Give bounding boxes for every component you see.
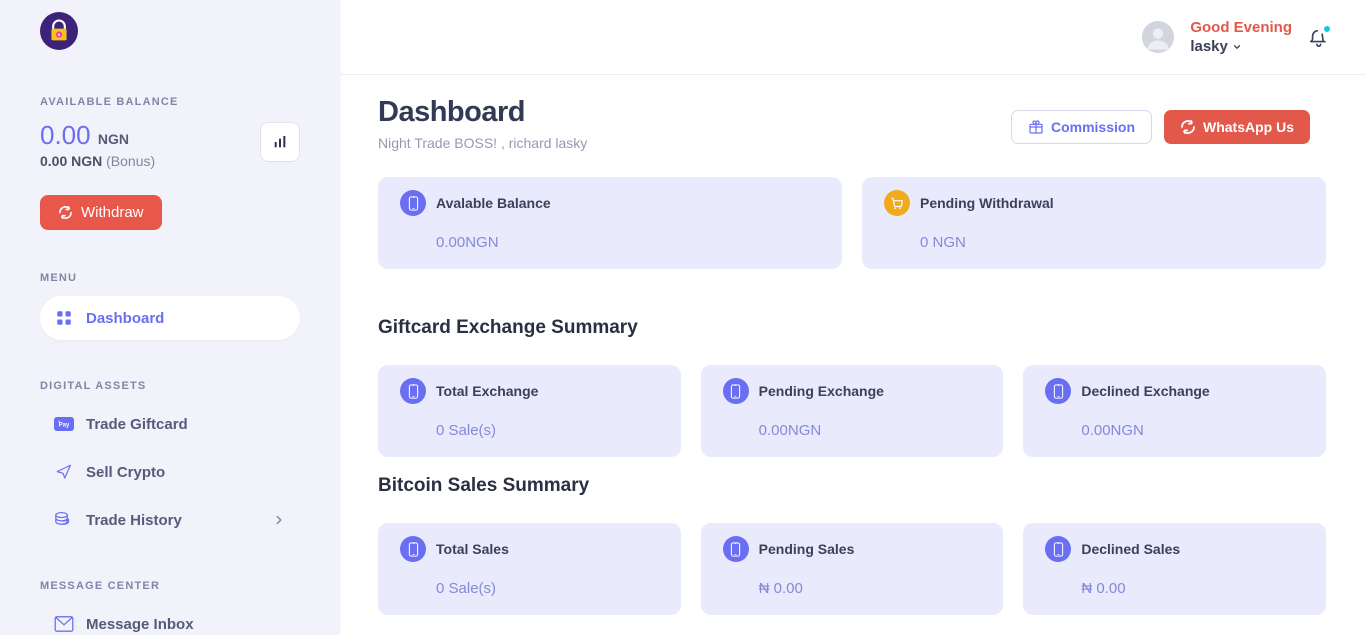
- svg-text:Pay: Pay: [59, 423, 70, 429]
- svg-text:B: B: [58, 33, 61, 37]
